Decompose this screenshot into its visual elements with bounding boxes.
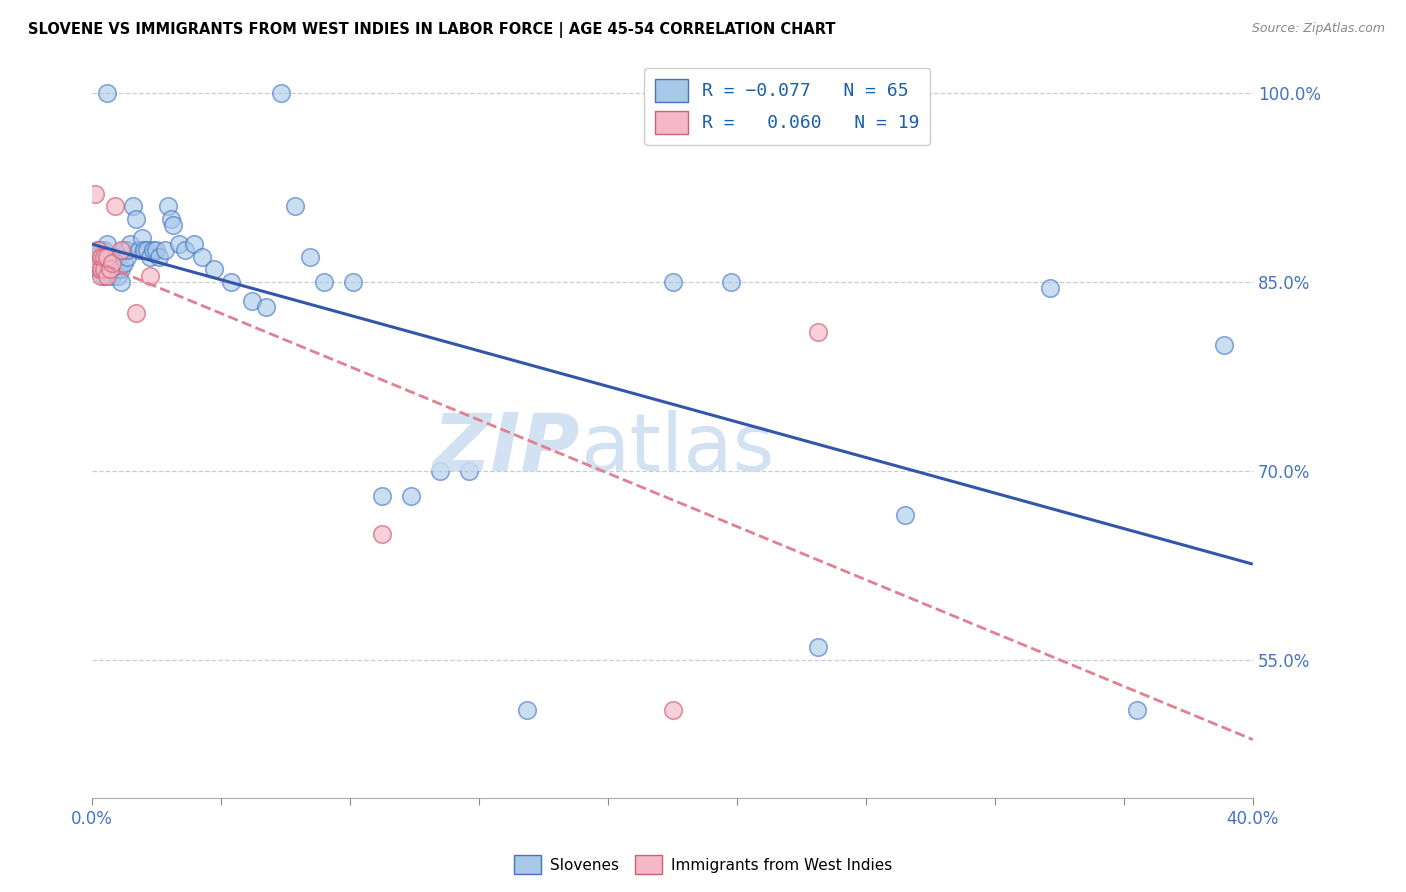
Point (84, 250, 107, 264)
Point (128, 244, 150, 258)
Point (90, 244, 112, 258)
Point (371, 489, 394, 503)
Point (110, 262, 132, 277)
Point (162, 218, 184, 232)
Point (90, 262, 112, 277)
Legend: Slovenes, Immigrants from West Indies: Slovenes, Immigrants from West Indies (508, 849, 898, 880)
Point (112, 244, 135, 258)
Point (90, 268, 112, 283)
Point (110, 275, 132, 289)
Point (458, 464, 481, 478)
Point (270, 86, 292, 100)
Point (136, 244, 159, 258)
Point (87, 262, 110, 277)
Point (84, 186, 107, 201)
Point (202, 262, 225, 277)
Point (112, 256, 135, 270)
Point (807, 325, 830, 339)
Point (96, 268, 118, 283)
Point (429, 464, 451, 478)
Point (661, 703, 683, 717)
Point (107, 262, 129, 277)
Point (125, 306, 148, 320)
Point (93, 250, 115, 264)
Point (807, 640, 830, 654)
Point (115, 244, 138, 258)
Point (159, 211, 181, 226)
Point (87, 244, 110, 258)
Point (96, 250, 118, 264)
Text: SLOVENE VS IMMIGRANTS FROM WEST INDIES IN LABOR FORCE | AGE 45-54 CORRELATION CH: SLOVENE VS IMMIGRANTS FROM WEST INDIES I… (28, 22, 835, 38)
Point (104, 250, 127, 264)
Point (139, 250, 162, 264)
Point (142, 244, 165, 258)
Point (98, 250, 121, 264)
Point (298, 250, 321, 264)
Point (153, 244, 176, 258)
Point (1212, 338, 1234, 352)
Point (342, 275, 364, 289)
Text: ZIP: ZIP (432, 410, 579, 488)
Point (401, 489, 423, 503)
Point (96, 250, 118, 264)
Point (104, 199, 127, 213)
Point (107, 268, 129, 283)
Point (720, 275, 742, 289)
Point (90, 250, 112, 264)
Point (96, 86, 118, 100)
Point (98, 262, 121, 277)
Point (893, 508, 915, 522)
Point (98, 262, 121, 277)
Point (254, 300, 277, 314)
Point (87, 244, 110, 258)
Point (240, 293, 263, 308)
Point (134, 244, 156, 258)
Point (139, 268, 162, 283)
Point (314, 275, 336, 289)
Point (104, 262, 127, 277)
Point (145, 244, 167, 258)
Point (156, 199, 179, 213)
Point (148, 250, 170, 264)
Point (87, 256, 110, 270)
Point (371, 526, 394, 541)
Text: Source: ZipAtlas.com: Source: ZipAtlas.com (1251, 22, 1385, 36)
Point (101, 256, 124, 270)
Point (121, 199, 143, 213)
Point (125, 211, 148, 226)
Point (93, 244, 115, 258)
Point (167, 237, 190, 252)
Point (96, 237, 118, 252)
Point (221, 275, 243, 289)
Point (131, 231, 153, 245)
Point (115, 250, 138, 264)
Point (1039, 281, 1062, 295)
Point (191, 250, 214, 264)
Point (101, 256, 124, 270)
Point (284, 199, 307, 213)
Point (516, 703, 538, 717)
Point (90, 262, 112, 277)
Point (183, 237, 205, 252)
Text: atlas: atlas (579, 410, 775, 488)
Point (93, 268, 115, 283)
Point (110, 244, 132, 258)
Point (1126, 703, 1149, 717)
Legend: R = −0.077   N = 65, R =   0.060   N = 19: R = −0.077 N = 65, R = 0.060 N = 19 (644, 68, 931, 145)
Point (118, 237, 141, 252)
Point (93, 262, 115, 277)
Point (174, 244, 197, 258)
Point (90, 250, 112, 264)
Point (661, 275, 683, 289)
Point (101, 268, 124, 283)
